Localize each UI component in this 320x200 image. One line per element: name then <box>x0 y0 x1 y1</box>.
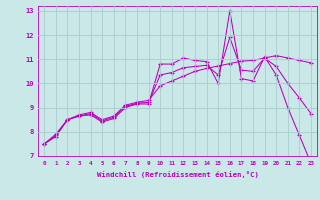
X-axis label: Windchill (Refroidissement éolien,°C): Windchill (Refroidissement éolien,°C) <box>97 171 259 178</box>
